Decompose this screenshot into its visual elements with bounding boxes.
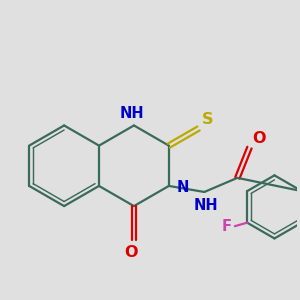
Text: F: F [222,219,232,234]
Text: O: O [252,131,266,146]
Text: NH: NH [194,198,218,213]
Text: O: O [124,244,138,260]
Text: NH: NH [120,106,145,121]
Text: N: N [177,180,189,195]
Text: S: S [202,112,214,127]
